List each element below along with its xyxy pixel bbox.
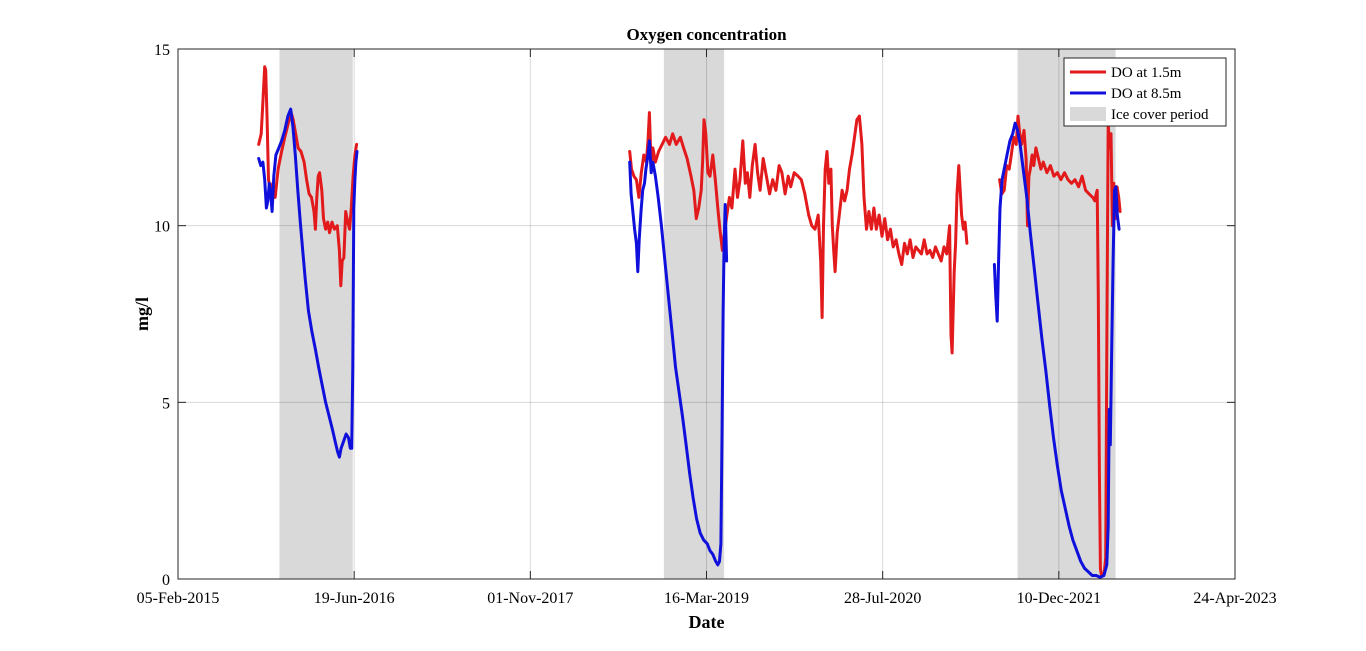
x-tick-label: 28-Jul-2020 [844, 590, 921, 607]
y-tick-label: 5 [162, 395, 170, 412]
do-8-5m-line-segment-2 [628, 139, 729, 567]
y-tick-label: 15 [154, 42, 170, 59]
chart-title: Oxygen concentration [626, 25, 787, 44]
do-8-5m-line-segment-3 [992, 121, 1121, 579]
y-tick-label: 0 [162, 572, 170, 589]
legend-swatch-3 [1070, 107, 1106, 121]
x-tick-label: 16-Mar-2019 [664, 590, 749, 607]
x-tick-label: 01-Nov-2017 [487, 590, 573, 607]
x-tick-label: 10-Dec-2021 [1017, 590, 1101, 607]
x-tick-label: 24-Apr-2023 [1193, 590, 1276, 607]
y-tick-label: 10 [154, 219, 170, 236]
ice-cover-layer [279, 49, 1116, 579]
legend-label-3: Ice cover period [1111, 107, 1209, 123]
x-tick-label: 19-Jun-2016 [314, 590, 395, 607]
legend-label-1: DO at 1.5m [1111, 65, 1182, 81]
do-8-5m-line-segment-1 [257, 107, 359, 459]
legend: DO at 1.5m DO at 8.5m Ice cover period [1063, 57, 1227, 127]
do-1-5m-line-segment-2 [628, 111, 969, 355]
series-layer [257, 65, 1122, 579]
x-axis-label: Date [689, 612, 725, 632]
tick-layer: 05-Feb-2015 19-Jun-2016 01-Nov-2017 16-Mar-… [137, 42, 1277, 607]
y-axis-label: mg/l [132, 297, 152, 331]
ice-cover-period-1 [279, 49, 353, 579]
x-tick-label: 05-Feb-2015 [137, 590, 220, 607]
legend-label-2: DO at 8.5m [1111, 86, 1182, 102]
